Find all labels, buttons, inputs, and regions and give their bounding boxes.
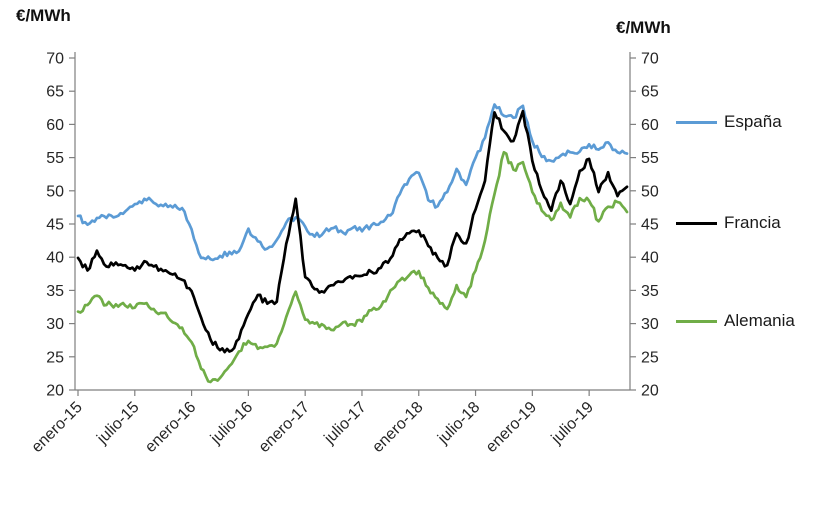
series-line-alemania	[76, 150, 629, 384]
x-tick-label: enero-15	[29, 399, 86, 456]
right-y-tick-label: 65	[641, 84, 659, 101]
left-y-tick-label: 65	[46, 84, 64, 101]
x-tick-label: enero-17	[256, 399, 313, 456]
left-y-tick-label: 50	[46, 183, 64, 200]
left-axis-title: €/MWh	[16, 6, 71, 25]
left-y-tick-label: 20	[46, 383, 64, 400]
left-y-tick-label: 55	[46, 150, 64, 167]
x-tick-label: julio-19	[548, 399, 597, 448]
left-y-tick-label: 35	[46, 283, 64, 300]
x-tick-label: julio-17	[321, 399, 370, 448]
left-y-tick-label: 25	[46, 349, 64, 366]
right-y-tick-label: 35	[641, 283, 659, 300]
right-y-tick-label: 55	[641, 150, 659, 167]
x-tick-label: julio-16	[207, 399, 256, 448]
x-tick-label: enero-19	[483, 399, 540, 456]
left-y-tick-label: 70	[46, 51, 64, 68]
left-y-tick-label: 60	[46, 117, 64, 134]
right-y-tick-label: 20	[641, 383, 659, 400]
right-y-tick-label: 40	[641, 250, 659, 267]
left-y-tick-label: 45	[46, 217, 64, 234]
right-y-tick-label: 50	[641, 183, 659, 200]
right-axis-title: €/MWh	[616, 18, 671, 37]
right-y-tick-label: 30	[641, 316, 659, 333]
x-tick-label: enero-18	[369, 399, 426, 456]
right-y-tick-label: 45	[641, 217, 659, 234]
series-line-espana	[76, 103, 629, 262]
right-y-tick-label: 70	[641, 51, 659, 68]
left-y-tick-label: 40	[46, 250, 64, 267]
right-y-tick-label: 60	[641, 117, 659, 134]
x-tick-label: julio-18	[434, 399, 483, 448]
right-y-tick-label: 25	[641, 349, 659, 366]
series-line-francia	[76, 109, 629, 354]
left-y-tick-label: 30	[46, 316, 64, 333]
x-tick-label: julio-15	[93, 399, 142, 448]
x-tick-label: enero-16	[142, 399, 199, 456]
